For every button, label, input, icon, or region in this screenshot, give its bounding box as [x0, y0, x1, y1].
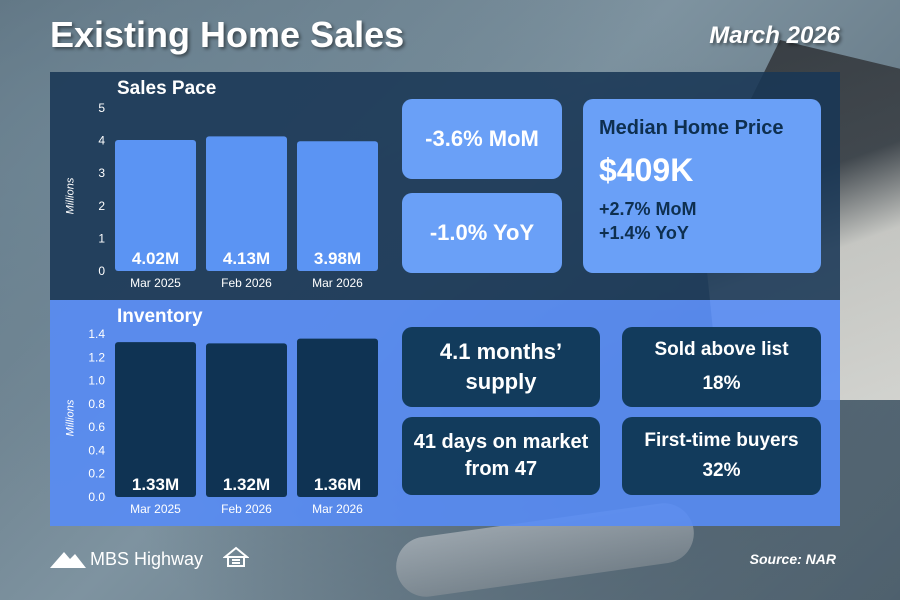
days-on-market-card: 41 days on market from 47 — [402, 417, 600, 495]
sold-above-list-value: 18% — [702, 373, 741, 394]
inventory-bar — [206, 343, 287, 497]
sales-y-tick: 1 — [98, 231, 105, 245]
inventory-x-tick: Feb 2026 — [221, 502, 272, 516]
inventory-data-label: 1.36M — [314, 475, 361, 494]
inventory-y-tick: 0.8 — [88, 397, 105, 411]
inventory-y-tick: 0.6 — [88, 420, 105, 434]
sales-yoy-card: -1.0% YoY — [402, 193, 562, 273]
inventory-chart: 0.0 0.2 0.4 0.6 0.8 1.0 1.2 1.4 1.33M Mar 2025 1.3… — [88, 327, 378, 516]
sales-bar — [297, 141, 378, 271]
median-price-card: Median Home Price $409K +2.7% MoM +1.4% … — [583, 99, 821, 273]
sales-data-label: 4.02M — [132, 249, 179, 268]
inventory-label: Inventory — [117, 306, 203, 327]
months-supply-value: 4.1 months’ supply — [439, 339, 563, 394]
brand-logo: MBS Highway — [50, 546, 250, 572]
inventory-bar — [297, 338, 378, 497]
days-on-market-value: 41 days on market from 47 — [413, 431, 589, 480]
source-note: Source: NAR — [749, 551, 836, 567]
sales-mom-value: -3.6% MoM — [425, 126, 539, 152]
sales-y-tick: 3 — [98, 166, 105, 180]
inventory-data-label: 1.33M — [132, 475, 179, 494]
sales-bar — [206, 136, 287, 271]
inventory-y-tick: 0.2 — [88, 467, 105, 481]
mountain-icon — [50, 552, 86, 568]
months-supply-card: 4.1 months’ supply — [402, 327, 600, 407]
sales-y-tick: 5 — [98, 101, 105, 115]
sales-x-tick: Mar 2026 — [312, 276, 363, 290]
sales-y-tick: 2 — [98, 199, 105, 213]
sales-pace-label: Sales Pace — [117, 78, 217, 99]
sales-x-tick: Feb 2026 — [221, 276, 272, 290]
sales-bar — [115, 139, 196, 271]
sales-y-tick: 4 — [98, 134, 105, 148]
first-time-buyers-card: First-time buyers 32% — [622, 417, 821, 495]
sold-above-list-title: Sold above list — [654, 339, 789, 360]
sales-x-tick: Mar 2025 — [130, 276, 181, 290]
median-price-mom: +2.7% MoM — [599, 199, 697, 219]
equal-housing-icon — [223, 546, 250, 567]
inventory-x-tick: Mar 2025 — [130, 502, 181, 516]
sales-data-label: 4.13M — [223, 249, 270, 268]
median-price-yoy: +1.4% YoY — [599, 223, 689, 243]
page-title: Existing Home Sales — [50, 14, 405, 55]
inventory-y-tick: 1.0 — [88, 374, 105, 388]
sales-pace-chart: 0 1 2 3 4 5 4.02M Mar 2025 4.13M Feb 2026 3.98M Mar… — [98, 101, 378, 290]
median-price-title: Median Home Price — [599, 117, 784, 139]
inventory-y-tick: 1.4 — [88, 327, 105, 341]
inventory-y-tick: 0.4 — [88, 443, 105, 457]
inventory-y-tick: 0.0 — [88, 490, 105, 504]
inventory-x-tick: Mar 2026 — [312, 502, 363, 516]
sales-mom-card: -3.6% MoM — [402, 99, 562, 179]
first-time-buyers-value: 32% — [702, 460, 741, 481]
sales-yoy-value: -1.0% YoY — [429, 220, 535, 246]
brand-name: MBS Highway — [90, 548, 204, 569]
median-price-value: $409K — [599, 152, 694, 188]
first-time-buyers-title: First-time buyers — [644, 430, 799, 451]
report-date: March 2026 — [709, 22, 840, 49]
sales-data-label: 3.98M — [314, 249, 361, 268]
inventory-bar — [115, 342, 196, 497]
sales-y-tick: 0 — [98, 264, 105, 278]
sold-above-list-card: Sold above list 18% — [622, 327, 821, 407]
inventory-y-tick: 1.2 — [88, 350, 105, 364]
inventory-data-label: 1.32M — [223, 475, 270, 494]
